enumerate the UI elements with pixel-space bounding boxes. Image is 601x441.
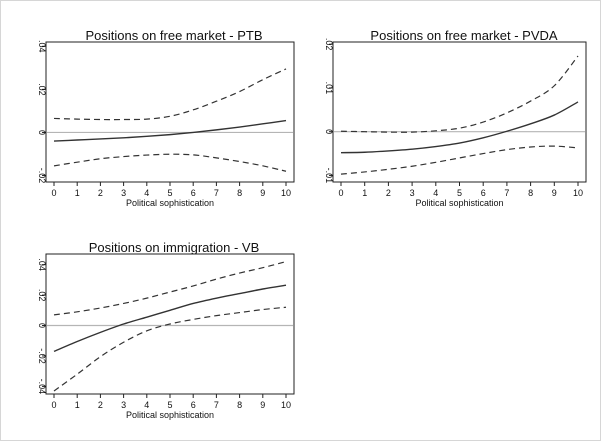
x-tick-label: 10 bbox=[281, 188, 291, 198]
y-tick-label: .04 bbox=[37, 40, 47, 53]
x-tick-label: 8 bbox=[528, 188, 533, 198]
plot-area bbox=[332, 41, 587, 183]
x-tick-label: 9 bbox=[552, 188, 557, 198]
chart-plot: -.01 0 .01 .02 0 1 2 3 4 5 6 7 8 9 10 Political sophist… bbox=[324, 38, 587, 208]
x-tick-label: 0 bbox=[51, 400, 56, 410]
x-tick-label: 5 bbox=[167, 188, 172, 198]
x-tick-label: 2 bbox=[98, 400, 103, 410]
x-tick-label: 7 bbox=[214, 188, 219, 198]
x-tick-label: 6 bbox=[191, 400, 196, 410]
x-tick-label: 3 bbox=[410, 188, 415, 198]
x-tick-label: 5 bbox=[457, 188, 462, 198]
x-tick-label: 9 bbox=[260, 188, 265, 198]
plot-area bbox=[45, 41, 295, 183]
y-tick-label: .02 bbox=[37, 83, 47, 96]
x-tick-label: 10 bbox=[573, 188, 583, 198]
x-tick-label: 5 bbox=[167, 400, 172, 410]
chart-panel-ptb: Positions on free market - PTB -.02 0 .02.… bbox=[18, 20, 303, 220]
chart-plot: -.04 -.02 0 .02 .04 0 1 2 3 4 5 6 7 8 9 10 Political sop… bbox=[37, 253, 295, 420]
series-line-estimate bbox=[340, 101, 579, 154]
x-tick-label: 2 bbox=[98, 188, 103, 198]
x-tick-label: 7 bbox=[214, 400, 219, 410]
x-tick-label: 10 bbox=[281, 400, 291, 410]
y-tick-label: -.02 bbox=[37, 348, 47, 364]
chart-title: Positions on immigration - VB bbox=[88, 240, 260, 255]
series-line-upper-ci bbox=[53, 261, 287, 316]
x-tick-label: 8 bbox=[237, 188, 242, 198]
x-tick-label: 8 bbox=[237, 400, 242, 410]
chart-title: Positions on free market - PVDA bbox=[370, 28, 558, 43]
chart-title: Positions on free market - PTB bbox=[85, 28, 263, 43]
series-line-lower-ci bbox=[53, 153, 287, 172]
y-tick-label: .02 bbox=[37, 289, 47, 302]
x-tick-label: 4 bbox=[433, 188, 438, 198]
y-tick-label: .02 bbox=[324, 38, 334, 51]
x-tick-label: 9 bbox=[260, 400, 265, 410]
x-tick-label: 1 bbox=[75, 400, 80, 410]
x-tick-label: 1 bbox=[362, 188, 367, 198]
x-tick-label: 6 bbox=[481, 188, 486, 198]
x-tick-label: 1 bbox=[75, 188, 80, 198]
y-tick-label: 0 bbox=[37, 130, 47, 135]
x-tick-label: 4 bbox=[144, 400, 149, 410]
x-axis-label: Political sophistication bbox=[126, 410, 214, 420]
x-tick-label: 4 bbox=[144, 188, 149, 198]
y-tick-label: .04 bbox=[37, 258, 47, 271]
chart-panel-pvda: Positions on free market - PVDA -.01 0 .01… bbox=[305, 20, 595, 220]
x-tick-label: 0 bbox=[51, 188, 56, 198]
series-line-estimate bbox=[53, 284, 287, 353]
y-tick-label: 0 bbox=[324, 129, 334, 134]
x-axis-label: Political sophistication bbox=[415, 198, 503, 208]
x-axis-label: Political sophistication bbox=[126, 198, 214, 208]
series-line-estimate bbox=[53, 119, 287, 142]
x-tick-label: 3 bbox=[121, 188, 126, 198]
x-tick-label: 0 bbox=[338, 188, 343, 198]
y-tick-label: 0 bbox=[37, 323, 47, 328]
y-tick-label: -.04 bbox=[37, 379, 47, 395]
x-tick-label: 6 bbox=[191, 188, 196, 198]
chart-panel-vb: Positions on immigration - VB -.04 -.02 0.… bbox=[18, 232, 303, 432]
x-tick-label: 2 bbox=[386, 188, 391, 198]
y-tick-label: -.02 bbox=[37, 168, 47, 184]
chart-plot: -.02 0 .02 .04 0 1 2 3 4 5 6 7 8 9 10 Political sophist… bbox=[37, 40, 295, 208]
y-tick-label: -.01 bbox=[324, 168, 334, 184]
x-tick-label: 7 bbox=[504, 188, 509, 198]
y-tick-label: .01 bbox=[324, 82, 334, 95]
series-line-lower-ci bbox=[340, 145, 579, 175]
series-line-lower-ci bbox=[53, 306, 287, 392]
series-line-upper-ci bbox=[340, 55, 579, 133]
x-tick-label: 3 bbox=[121, 400, 126, 410]
